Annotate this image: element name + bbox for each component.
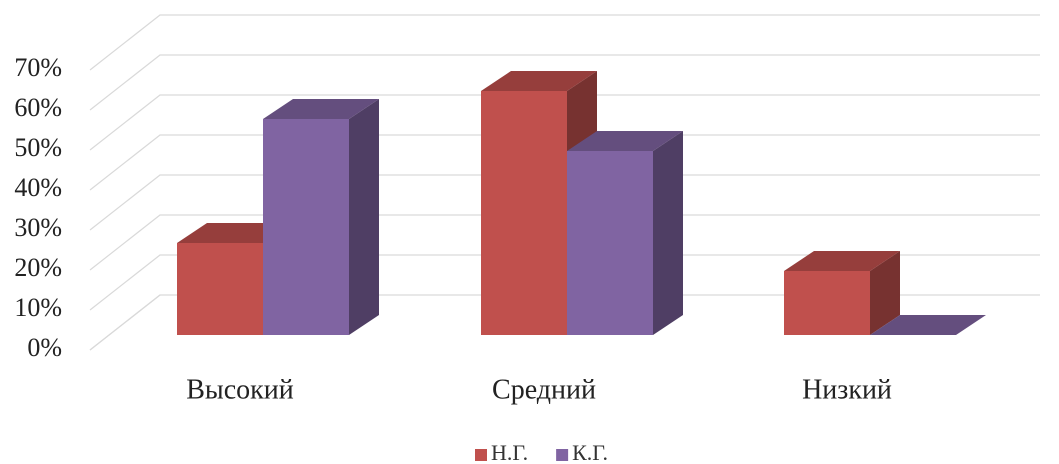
x-tick-label: Высокий [186, 374, 294, 405]
bar-top [263, 99, 379, 119]
bar-top [481, 71, 597, 91]
bar-side [349, 99, 379, 335]
legend-label: К.Г. [572, 440, 608, 464]
legend-label: Н.Г. [491, 440, 528, 464]
bar [784, 271, 870, 335]
y-tick-label: 70% [14, 53, 62, 82]
legend-swatch [556, 449, 569, 461]
bar-top [567, 131, 683, 151]
legend-swatch [475, 449, 487, 461]
grid-line [89, 214, 1040, 271]
bar [177, 243, 263, 335]
y-tick-label: 10% [14, 293, 62, 322]
grid-line [89, 134, 1040, 191]
y-tick-label: 60% [14, 93, 62, 122]
y-tick-label: 20% [14, 253, 62, 282]
grid-line [89, 94, 1040, 151]
bar [481, 91, 567, 335]
grid-line [89, 254, 1040, 311]
bar-top [870, 315, 986, 335]
y-tick-label: 50% [14, 133, 62, 162]
y-tick-label: 30% [14, 213, 62, 242]
bar-side [870, 251, 900, 335]
floor-edge [89, 294, 161, 351]
bar [567, 151, 653, 335]
bar [263, 119, 349, 335]
grid-line [89, 14, 1040, 71]
bar-top [784, 251, 900, 271]
y-tick-label: 40% [14, 173, 62, 202]
y-tick-label: 0% [27, 333, 62, 362]
grid-line [89, 54, 1040, 111]
x-tick-label: Низкий [802, 374, 892, 405]
grid-line [89, 174, 1040, 231]
bar-side [653, 131, 683, 335]
x-tick-label: Средний [492, 374, 596, 405]
